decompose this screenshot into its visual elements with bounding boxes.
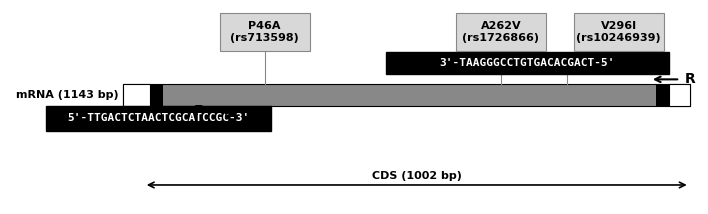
Bar <box>386 52 669 74</box>
Text: A262V
(rs1726866): A262V (rs1726866) <box>462 21 539 43</box>
Text: V296I
(rs10246939): V296I (rs10246939) <box>576 21 661 43</box>
Bar <box>574 13 663 51</box>
Bar <box>123 84 149 106</box>
Text: mRNA (1143 bp): mRNA (1143 bp) <box>16 90 118 100</box>
Text: CDS (1002 bp): CDS (1002 bp) <box>372 171 462 181</box>
Bar <box>149 84 163 106</box>
Bar <box>456 13 546 51</box>
Bar <box>220 13 309 51</box>
Text: P46A
(rs713598): P46A (rs713598) <box>230 21 299 43</box>
Text: R: R <box>685 72 696 86</box>
Bar <box>656 84 669 106</box>
Bar <box>46 106 271 131</box>
Bar <box>123 84 690 106</box>
Text: F: F <box>194 104 203 118</box>
Text: 3'-TAAGGGCCTGTGACACGACT-5': 3'-TAAGGGCCTGTGACACGACT-5' <box>440 58 615 68</box>
Bar <box>669 84 690 106</box>
Text: 5'-TTGACTCTAACTCGCATCCGC-3': 5'-TTGACTCTAACTCGCATCCGC-3' <box>67 113 250 123</box>
